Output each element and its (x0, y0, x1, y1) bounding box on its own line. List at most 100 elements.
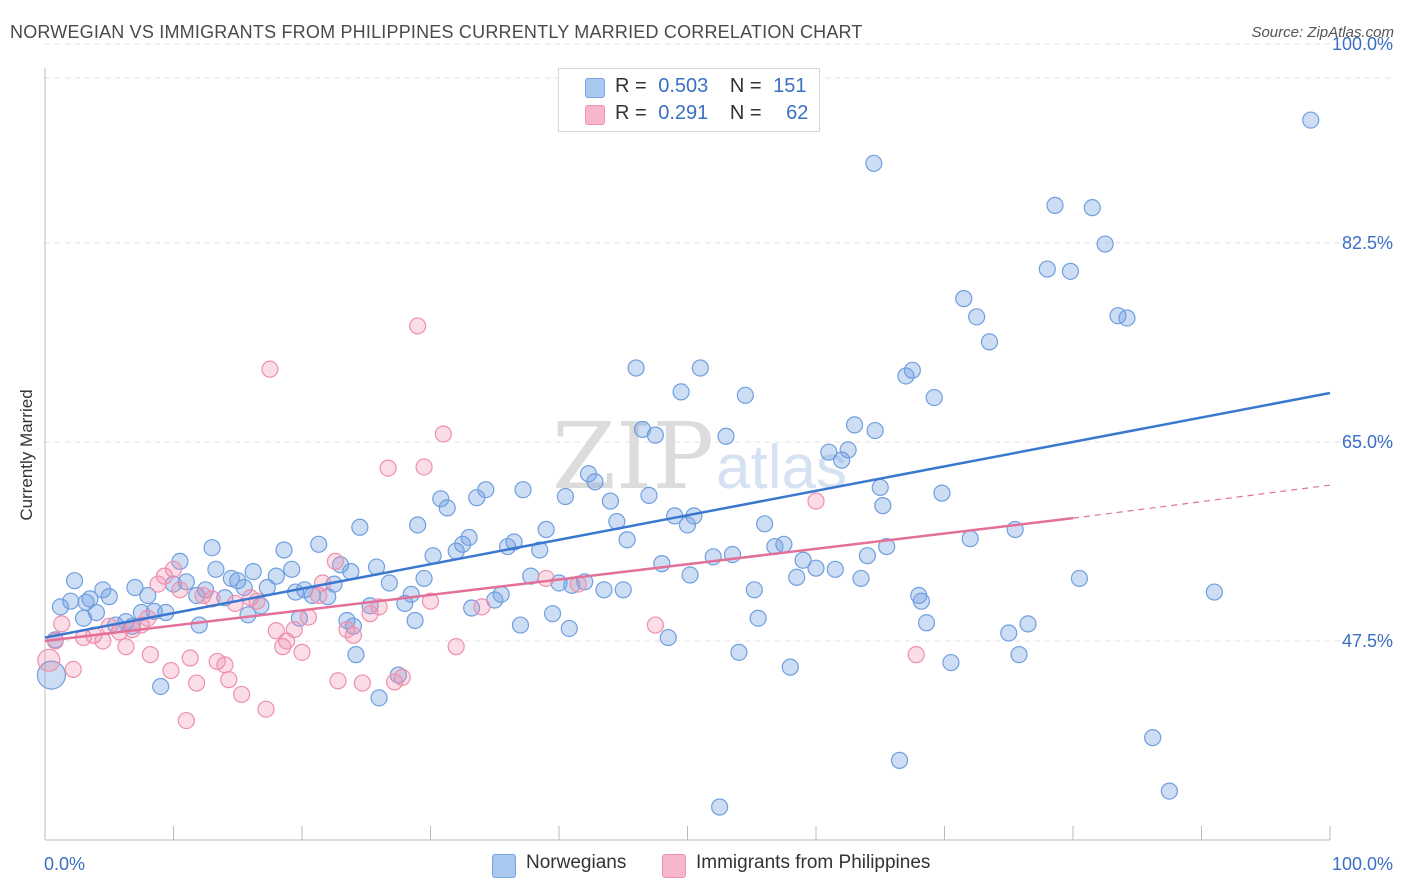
norwegians-point (424, 547, 442, 565)
norwegians-point (730, 643, 748, 661)
norwegians-point (402, 585, 420, 603)
philippines-point (141, 646, 159, 664)
norwegians-point (745, 581, 763, 599)
norwegians-point (955, 290, 973, 308)
norwegians-point (755, 515, 774, 533)
n-value: 62 (786, 102, 809, 124)
philippines-trend-extension (1072, 484, 1331, 519)
norwegians-point (1046, 196, 1064, 214)
norwegians-point (1144, 729, 1162, 747)
norwegians-point (152, 677, 170, 696)
philippines-point (326, 552, 345, 570)
norwegians-point (1019, 615, 1037, 633)
norwegians-point (207, 560, 225, 578)
legend-label-philippines: Immigrants from Philippines (696, 852, 931, 873)
norwegians-point (409, 516, 427, 534)
norwegians-point (968, 308, 986, 326)
norwegians-point (244, 562, 262, 581)
norwegians-point (681, 566, 699, 584)
legend-swatch-philippines (585, 105, 605, 125)
philippines-point (353, 674, 371, 692)
philippines-point (434, 425, 452, 443)
norwegians-point (190, 616, 208, 634)
norwegians-point (942, 653, 960, 672)
norwegians-point (961, 530, 979, 548)
norwegians-point (781, 658, 799, 676)
philippines-point (220, 671, 238, 689)
norwegians-point (1083, 199, 1101, 217)
x-tick-label: 100.0% (1332, 854, 1393, 874)
philippines-point (409, 317, 427, 335)
norwegians-point (65, 572, 84, 590)
legend-swatch-philippines (662, 854, 686, 878)
norwegians-point (1000, 624, 1018, 642)
y-tick-label: 82.5% (1342, 233, 1393, 253)
norwegians-point (646, 426, 664, 444)
norwegians-point (1096, 235, 1114, 253)
norwegians-point (511, 616, 530, 634)
norwegians-point (852, 569, 870, 588)
legend-swatch-norwegians (492, 854, 516, 878)
tick-labels: 47.5% 65.0% 82.5% 100.0% 0.0% 100.0% (44, 34, 1393, 874)
norwegians-point (514, 481, 532, 499)
philippines-point (537, 569, 555, 588)
norwegians-point (586, 473, 604, 491)
r-value: 0.291 (658, 102, 709, 124)
norwegians-point (890, 751, 909, 769)
philippines-point (181, 649, 199, 667)
norwegians-point (62, 592, 80, 610)
norwegians-point (736, 386, 754, 404)
norwegians-point (556, 487, 575, 506)
norwegians-point (126, 578, 144, 597)
philippines-point (53, 615, 71, 633)
philippines-point (188, 674, 206, 692)
norwegians-point (1038, 260, 1056, 278)
norwegians-point (235, 578, 253, 597)
norwegians-point (94, 581, 112, 599)
philippines-point (233, 685, 251, 704)
norwegians-point (1010, 646, 1028, 664)
norwegians-point (438, 499, 456, 517)
norwegians-point (595, 581, 613, 599)
norwegians-point (653, 555, 671, 573)
norwegians-point (100, 588, 118, 606)
norwegians-point (820, 443, 838, 461)
norwegians-point (460, 528, 478, 547)
chart-title: NORWEGIAN VS IMMIGRANTS FROM PHILIPPINES… (10, 22, 863, 42)
norwegians-point (229, 572, 247, 590)
philippines-point (117, 638, 135, 656)
philippines-point (907, 646, 925, 664)
n-label: N = (729, 102, 762, 124)
norwegians-point (1070, 569, 1089, 588)
philippines-point (261, 360, 279, 378)
norwegians-point (878, 537, 896, 556)
norwegians-point (380, 574, 398, 592)
norwegians-point (672, 383, 690, 401)
philippines-point (162, 661, 180, 680)
norwegians-point (659, 628, 677, 647)
philippines-point (194, 586, 212, 605)
norwegians-point (77, 593, 95, 611)
norwegians-point (618, 531, 636, 549)
norwegians-point (477, 481, 495, 499)
philippines-point (393, 668, 411, 686)
trend-lines (44, 391, 1331, 643)
axes (44, 68, 1331, 841)
philippines-point (379, 459, 397, 477)
norwegians-point (833, 451, 851, 469)
y-tick-label: 47.5% (1342, 631, 1393, 651)
watermark-atlas: atlas (716, 433, 847, 502)
philippines-point (267, 622, 285, 640)
philippines-point (344, 626, 362, 644)
philippines-point (329, 672, 347, 690)
norwegians-point (351, 518, 369, 536)
philippines-point (285, 620, 303, 639)
philippines-trend-line (44, 516, 1074, 643)
norwegians-point (406, 611, 424, 630)
norwegians-trend-line (44, 391, 1331, 639)
norwegians-point (310, 535, 328, 553)
norwegians-point (866, 421, 884, 440)
philippines-point (37, 648, 61, 672)
norwegians-point (807, 559, 825, 577)
norwegians-point (601, 492, 620, 510)
